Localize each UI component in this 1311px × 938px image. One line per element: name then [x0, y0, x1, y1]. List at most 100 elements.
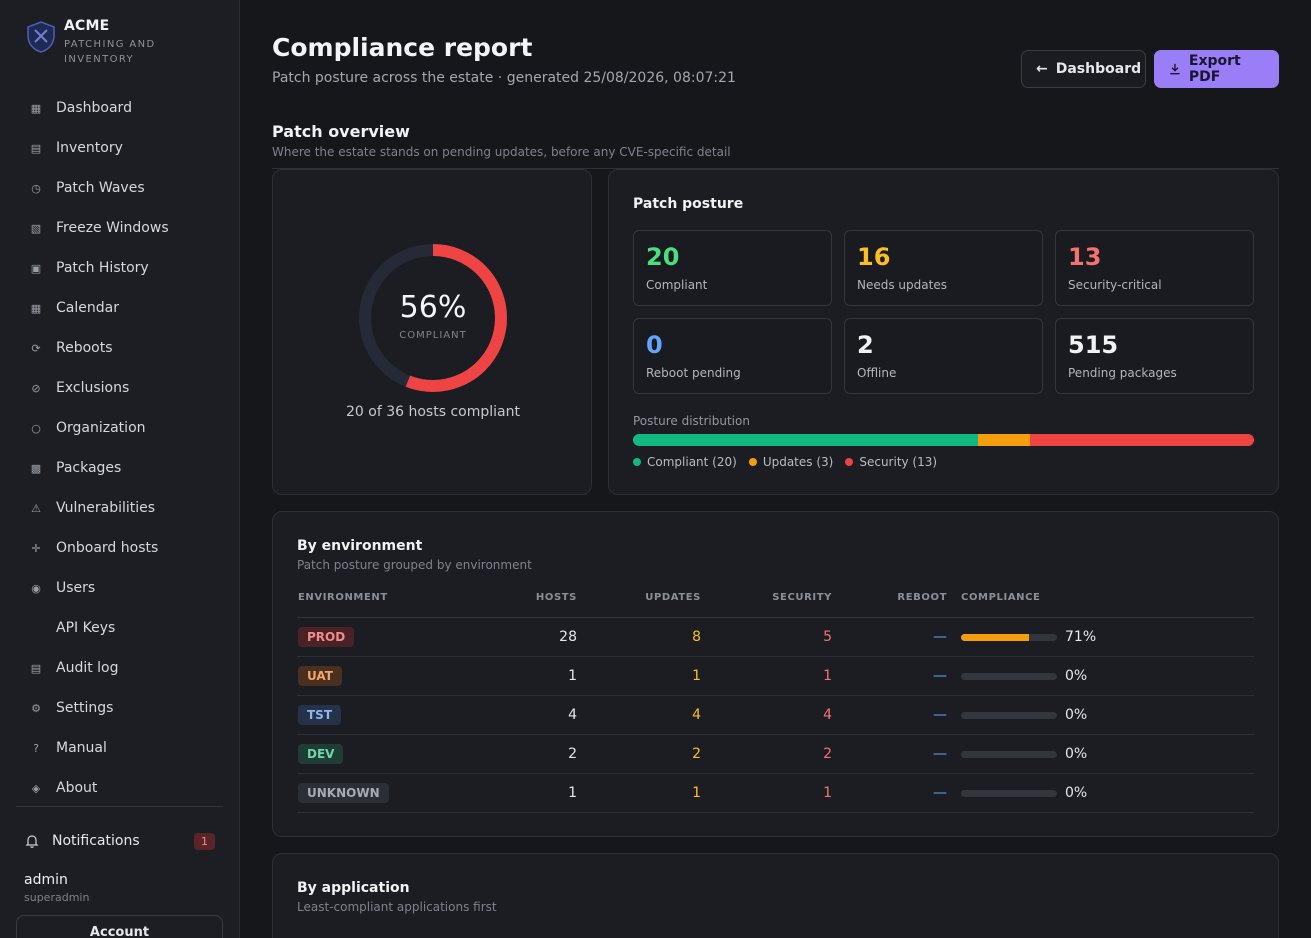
sidebar-item-label: Calendar — [56, 300, 119, 316]
sidebar-item-dashboard[interactable]: ▦ Dashboard — [16, 88, 223, 128]
distribution-segment-updates — [978, 434, 1030, 446]
download-icon — [1170, 63, 1180, 75]
table-row[interactable]: UNKNOWN 1 1 1 — 0% — [297, 774, 1254, 813]
account-button[interactable]: Account — [16, 915, 223, 938]
sidebar-item-label: Patch Waves — [56, 180, 145, 196]
exclusion-icon: ⊘ — [31, 381, 41, 395]
stat-value: 515 — [1068, 331, 1119, 359]
distribution-segment-compliant — [633, 434, 978, 446]
shield-logo-icon — [27, 21, 55, 53]
patch-posture-card: Patch posture 20 Compliant 16 Needs updates… — [608, 169, 1279, 495]
sidebar-item-label: Exclusions — [56, 380, 130, 396]
legend-dot — [845, 458, 854, 466]
col-security: SECURITY — [772, 592, 832, 603]
patch-overview-subtitle: Where the estate stands on pending updat… — [272, 145, 731, 159]
compliance-percent: 0% — [1065, 746, 1088, 762]
history-icon: ▣ — [30, 261, 42, 275]
updates-cell: 1 — [692, 668, 701, 684]
table-row[interactable]: DEV 2 2 2 — 0% — [297, 735, 1254, 774]
stat-value: 16 — [857, 243, 891, 271]
list-icon: ▤ — [30, 141, 42, 155]
sidebar-item-onboard-hosts[interactable]: ✛ Onboard hosts — [16, 528, 223, 568]
reboot-cell: — — [933, 707, 947, 723]
by-environment-subtitle: Patch posture grouped by environment — [297, 558, 532, 572]
notifications-button[interactable]: Notifications 1 — [24, 828, 215, 854]
table-row[interactable]: UAT 1 1 1 — 0% — [297, 657, 1254, 696]
brand: ACME PATCHING AND INVENTORY — [24, 18, 184, 67]
sidebar-item-patch-history[interactable]: ▣ Patch History — [16, 248, 223, 288]
clock-icon: ◷ — [31, 181, 41, 195]
sidebar-item-packages[interactable]: ▩ Packages — [16, 448, 223, 488]
sidebar-item-inventory[interactable]: ▤ Inventory — [16, 128, 223, 168]
sidebar-item-label: Freeze Windows — [56, 220, 169, 236]
main-content: Compliance report Patch posture across t… — [272, 0, 1279, 938]
freeze-icon: ▧ — [30, 221, 42, 235]
brand-subtitle: PATCHING AND INVENTORY — [64, 39, 156, 65]
page-subtitle: Patch posture across the estate · genera… — [272, 70, 736, 86]
sidebar-item-label: API Keys — [56, 620, 116, 636]
security-cell: 2 — [823, 746, 832, 762]
sidebar-item-users[interactable]: ◉ Users — [16, 568, 223, 608]
sidebar-item-label: Settings — [56, 700, 114, 716]
legend-item-security: Security (13) — [845, 455, 937, 469]
export-pdf-button[interactable]: Export PDF — [1154, 50, 1279, 88]
sidebar-divider — [16, 806, 223, 807]
hosts-cell: 4 — [568, 707, 577, 723]
hosts-cell: 2 — [568, 746, 577, 762]
security-cell: 1 — [823, 668, 832, 684]
sidebar-item-audit-log[interactable]: ▤ Audit log — [16, 648, 223, 688]
sidebar-item-label: Users — [56, 580, 96, 596]
hosts-cell: 28 — [559, 629, 577, 645]
section-divider — [272, 168, 1279, 169]
stat-value: 20 — [646, 243, 680, 271]
compliance-donut-card: 56% COMPLIANT 20 of 36 hosts compliant — [272, 169, 592, 495]
by-application-subtitle: Least-compliant applications first — [297, 900, 497, 914]
sidebar-item-api-keys[interactable]: API Keys — [16, 608, 223, 648]
sidebar-item-patch-waves[interactable]: ◷ Patch Waves — [16, 168, 223, 208]
legend-dot — [748, 458, 757, 466]
page-title: Compliance report — [272, 33, 533, 62]
about-icon: ◈ — [31, 781, 41, 795]
user-role: superadmin — [24, 891, 90, 904]
table-row[interactable]: PROD 28 8 5 — 71% — [297, 618, 1254, 657]
stat-label: Needs updates — [857, 278, 947, 292]
arrow-left-icon: ← — [1036, 61, 1048, 77]
sidebar-item-exclusions[interactable]: ⊘ Exclusions — [16, 368, 223, 408]
stat-tile-compliant: 20 Compliant — [633, 230, 832, 306]
calendar-icon: ▦ — [30, 301, 42, 315]
table-row[interactable]: TST 4 4 4 — 0% — [297, 696, 1254, 735]
notifications-label: Notifications — [52, 833, 140, 849]
col-hosts: HOSTS — [535, 592, 577, 603]
legend-label: Compliant (20) — [647, 455, 737, 469]
sidebar-item-freeze-windows[interactable]: ▧ Freeze Windows — [16, 208, 223, 248]
legend-item-compliant: Compliant (20) — [633, 455, 737, 469]
sidebar-item-organization[interactable]: ○ Organization — [16, 408, 223, 448]
dashboard-button[interactable]: ← Dashboard — [1021, 50, 1146, 88]
stat-label: Compliant — [646, 278, 708, 292]
sidebar-item-about[interactable]: ◈ About — [16, 768, 223, 808]
sidebar-item-reboots[interactable]: ⟳ Reboots — [16, 328, 223, 368]
stat-value: 13 — [1068, 243, 1102, 271]
distribution-segment-security — [1029, 434, 1254, 446]
sidebar-item-calendar[interactable]: ▦ Calendar — [16, 288, 223, 328]
sidebar-item-label: Organization — [56, 420, 146, 436]
stat-tile-pending-packages: 515 Pending packages — [1055, 318, 1254, 394]
sidebar-item-vulnerabilities[interactable]: ⚠ Vulnerabilities — [16, 488, 223, 528]
legend-item-updates: Updates (3) — [748, 455, 833, 469]
reboot-cell: — — [933, 668, 947, 684]
stat-tile-offline: 2 Offline — [844, 318, 1043, 394]
sidebar-item-settings[interactable]: ⚙ Settings — [16, 688, 223, 728]
user-info: admin superadmin — [24, 872, 89, 904]
compliance-bar — [961, 673, 1057, 680]
sidebar-item-manual[interactable]: ? Manual — [16, 728, 223, 768]
stat-label: Reboot pending — [646, 366, 741, 380]
donut-caption: 20 of 36 hosts compliant — [346, 404, 520, 420]
donut-chart — [359, 244, 507, 392]
stat-tile-security-critical: 13 Security-critical — [1055, 230, 1254, 306]
user-name: admin — [24, 872, 68, 888]
col-compliance: COMPLIANCE — [961, 592, 1041, 603]
sidebar-item-label: Manual — [56, 740, 107, 756]
org-icon: ○ — [31, 421, 41, 435]
stat-label: Offline — [857, 366, 897, 380]
col-environment: ENVIRONMENT — [298, 592, 388, 603]
